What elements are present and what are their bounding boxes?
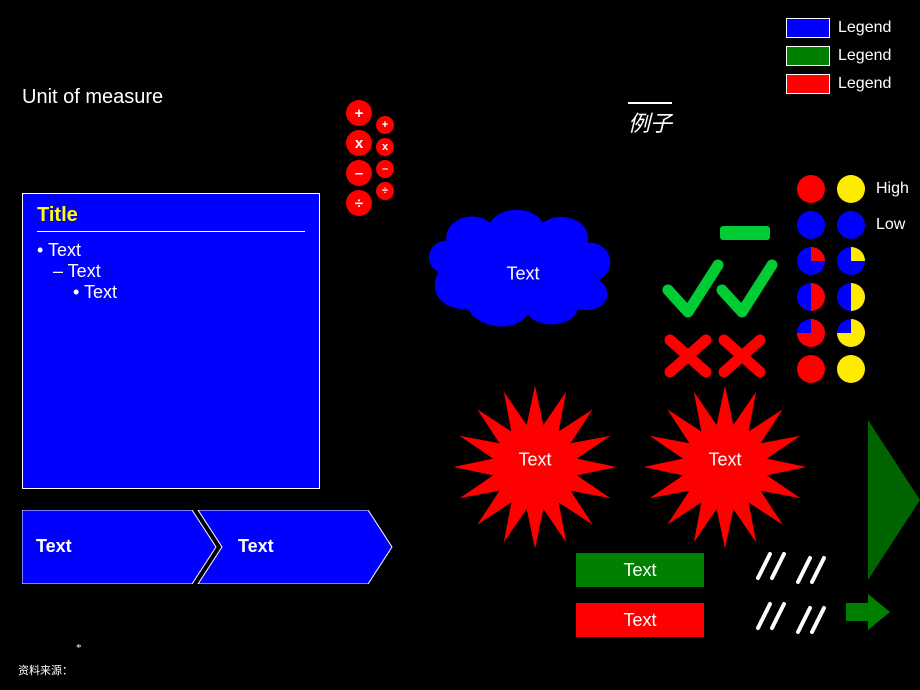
legend-label: Legend <box>838 47 891 65</box>
plus-icon: + <box>346 100 372 126</box>
subtitle: Unit of measure <box>22 86 163 109</box>
bullet-level-1: • Text <box>37 240 305 261</box>
check-marks-group <box>660 220 780 380</box>
status-dot-grid: High Low <box>796 174 909 384</box>
rect-button-label: Text <box>623 610 656 631</box>
bullet-level-2: – Text <box>37 261 305 282</box>
legend-swatch <box>786 18 830 38</box>
chevron-label: Text <box>238 536 274 557</box>
plus-icon: + <box>376 116 394 134</box>
cloud-label: Text <box>506 264 539 285</box>
status-label-low: Low <box>876 216 905 234</box>
times-icon: x <box>346 130 372 156</box>
small-arrow-icon <box>846 594 890 630</box>
legend-label: Legend <box>838 75 891 93</box>
burst-shape: Text <box>630 382 820 552</box>
title-box: Title • Text – Text • Text <box>22 193 320 489</box>
legend: Legend Legend Legend <box>786 18 891 94</box>
rect-button-stack: Text Text <box>575 552 705 638</box>
legend-label: Legend <box>838 19 891 37</box>
chevron-sequence: Text Text <box>22 510 402 584</box>
operator-col-big: + x – ÷ <box>346 100 372 216</box>
rect-button: Text <box>575 552 705 588</box>
rect-button-label: Text <box>623 560 656 581</box>
legend-swatch <box>786 46 830 66</box>
legend-swatch <box>786 74 830 94</box>
title-text: Title <box>37 204 305 232</box>
minus-icon: – <box>346 160 372 186</box>
legend-item: Legend <box>786 74 891 94</box>
footnote-asterisk: * <box>76 642 82 654</box>
big-arrow-icon <box>868 420 920 580</box>
legend-item: Legend <box>786 46 891 66</box>
divide-icon: ÷ <box>376 182 394 200</box>
burst-shape: Text <box>440 382 630 552</box>
slide-canvas: { "background": "#000000", "subtitle": "… <box>0 0 920 690</box>
operator-icons: + x – ÷ + x – ÷ <box>346 100 394 216</box>
status-label-high: High <box>876 180 909 198</box>
operator-col-small: + x – ÷ <box>376 116 394 200</box>
tally-marks <box>750 548 840 638</box>
divide-icon: ÷ <box>346 190 372 216</box>
minus-icon: – <box>376 160 394 178</box>
times-icon: x <box>376 138 394 156</box>
footer-source: 资料来源： <box>18 662 73 678</box>
chevron-svg <box>22 510 402 584</box>
burst-label: Text <box>518 450 551 471</box>
legend-item: Legend <box>786 18 891 38</box>
chevron-label: Text <box>36 536 72 557</box>
rect-button: Text <box>575 602 705 638</box>
example-label: 例子 <box>628 102 672 138</box>
bullet-level-3: • Text <box>37 282 305 303</box>
cloud-shape: Text <box>418 200 628 340</box>
burst-label: Text <box>708 450 741 471</box>
